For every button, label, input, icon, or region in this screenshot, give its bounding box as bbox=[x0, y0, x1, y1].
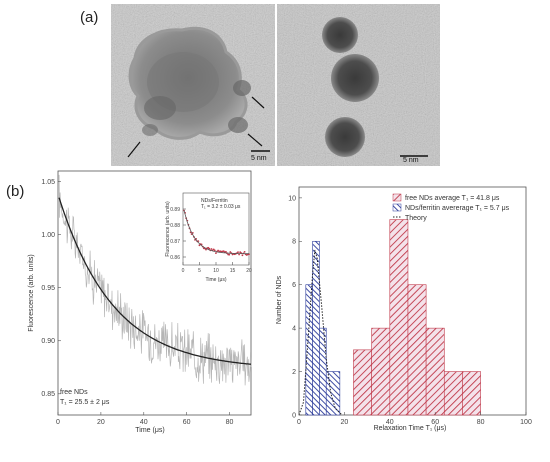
free-nds-bar bbox=[407, 284, 427, 416]
histogram-ytick-label: 8 bbox=[292, 239, 296, 246]
inset-data-point bbox=[228, 253, 231, 256]
decay-ylabel: Fluorescence (arb. units) bbox=[28, 254, 35, 331]
decay-ytick-label: 0.95 bbox=[41, 285, 55, 292]
free-nds-bar bbox=[389, 219, 409, 416]
decay-chart: 0 20 40 60 800.850.900.951.001.05 Time (μs) … bbox=[28, 170, 252, 434]
inset-data-point bbox=[222, 250, 225, 253]
histogram-xtick-label: 100 bbox=[520, 419, 532, 426]
histogram-xtick-label: 60 bbox=[431, 419, 439, 426]
histogram-ytick-label: 6 bbox=[292, 282, 296, 289]
legend-swatch-free-nds bbox=[392, 193, 402, 202]
inset-xlabel: Time (μs) bbox=[205, 277, 226, 283]
decay-annotation-line-2: T₁ = 25.5 ± 2 μs bbox=[60, 399, 110, 406]
decay-ytick-label: 0.85 bbox=[41, 391, 55, 398]
nds-ferritin-bar bbox=[325, 371, 341, 416]
decay-xtick-label: 60 bbox=[183, 419, 191, 426]
decay-fit-curve bbox=[58, 197, 252, 365]
inset-xtick-label: 5 bbox=[198, 268, 201, 274]
inset-data-point bbox=[237, 251, 239, 254]
inset-ytick-label: 0.88 bbox=[170, 223, 180, 229]
inset-title-line-2: T₁ = 3.2 ± 0.03 μs bbox=[201, 204, 241, 210]
inset-title-line-1: NDs/Ferritin bbox=[201, 198, 228, 204]
decay-xtick-label: 20 bbox=[97, 419, 105, 426]
free-nds-bar bbox=[425, 327, 445, 416]
histogram-ylabel: Number of NDs bbox=[276, 275, 283, 324]
histogram-ytick-label: 0 bbox=[292, 412, 296, 419]
ferritin-particle bbox=[144, 96, 176, 120]
nanoparticle bbox=[322, 17, 358, 53]
decay-xtick-label: 40 bbox=[140, 419, 148, 426]
tem-image-left: 5 nm bbox=[111, 4, 275, 166]
arrow-icon bbox=[127, 141, 141, 158]
ferritin-particle bbox=[233, 80, 251, 96]
inset-xtick-label: 0 bbox=[182, 268, 185, 274]
legend-swatch-nds-ferritin bbox=[392, 203, 402, 212]
arrow-icon bbox=[247, 133, 263, 147]
decay-ytick-label: 1.00 bbox=[41, 232, 55, 239]
inset-data-point bbox=[213, 249, 216, 252]
inset-ytick-label: 0.89 bbox=[170, 207, 180, 213]
inset-data-point bbox=[225, 250, 227, 253]
nanoparticle bbox=[325, 117, 365, 157]
free-nds-bar bbox=[462, 371, 481, 416]
histogram-xtick-label: 40 bbox=[386, 419, 394, 426]
histogram-xtick-label: 0 bbox=[297, 419, 301, 426]
decay-xlabel: Time (μs) bbox=[135, 427, 164, 434]
inset-ytick-label: 0.87 bbox=[170, 239, 180, 245]
panel-a-label: (a) bbox=[80, 9, 98, 26]
ferritin-particle bbox=[142, 124, 158, 136]
inset-data-point bbox=[215, 252, 217, 255]
inset-data-point bbox=[229, 251, 232, 253]
arrow-icon bbox=[251, 96, 265, 109]
tem-image-right: 5 nm bbox=[277, 4, 440, 166]
histogram-legend: free NDs average T₁ = 41.8 μs NDs/ferrit… bbox=[392, 193, 510, 222]
nanoparticle bbox=[331, 54, 379, 102]
free-nds-bar bbox=[353, 349, 372, 416]
tem-right-scalebar-label: 5 nm bbox=[403, 157, 419, 164]
legend-label-nds-ferritin: NDs/ferritin avererage T₁ = 5.7 μs bbox=[405, 205, 510, 212]
inset-xtick-label: 15 bbox=[230, 268, 236, 274]
free-nds-bar bbox=[443, 371, 463, 416]
histogram-ytick-label: 10 bbox=[288, 195, 296, 202]
inset-data-point bbox=[198, 244, 201, 247]
decay-ytick-label: 1.05 bbox=[41, 179, 55, 186]
inset-data-point bbox=[238, 253, 241, 256]
ferritin-particle bbox=[228, 117, 248, 133]
histogram-xlabel: Relaxation Time T₁ (μs) bbox=[374, 425, 447, 432]
nds-ferritin-bar bbox=[319, 327, 327, 416]
panel-b-label: (b) bbox=[6, 183, 24, 200]
theory-curve bbox=[298, 249, 343, 416]
histogram-xtick-label: 80 bbox=[477, 419, 485, 426]
decay-plot-frame bbox=[57, 170, 252, 416]
histogram-xtick-label: 20 bbox=[341, 419, 349, 426]
decay-xtick-label: 80 bbox=[226, 419, 234, 426]
decay-xtick-label: 0 bbox=[56, 419, 60, 426]
histogram-ytick-label: 2 bbox=[292, 369, 296, 376]
inset-chart: 0 5 10 15 20 0.86 0.87 0.88 0.89 NDs/Ferritin T₁… bbox=[165, 192, 252, 283]
inset-ylabel: Fluorescence (arb. units) bbox=[165, 201, 171, 257]
inset-fit-curve bbox=[183, 210, 249, 255]
inset-xtick-label: 20 bbox=[246, 268, 252, 274]
decay-ytick-label: 0.90 bbox=[41, 338, 55, 345]
histogram-chart: 0 20 40 60 80 100 0 2 4 6 8 10 Relaxation Time T₁ (… bbox=[276, 186, 532, 432]
inset-data-point bbox=[208, 247, 211, 250]
inset-data-point bbox=[205, 248, 207, 251]
inset-data-point bbox=[241, 254, 244, 257]
free-nds-bar bbox=[371, 327, 391, 416]
histogram-ytick-label: 4 bbox=[292, 326, 296, 333]
tem-left-scalebar-label: 5 nm bbox=[251, 155, 267, 162]
inset-xtick-label: 10 bbox=[213, 268, 219, 274]
inset-data-point bbox=[243, 251, 246, 253]
legend-label-free-nds: free NDs average T₁ = 41.8 μs bbox=[405, 195, 500, 202]
legend-label-theory: Theory bbox=[405, 215, 427, 222]
decay-annotation-line-1: free NDs bbox=[60, 389, 88, 396]
inset-ytick-label: 0.86 bbox=[170, 255, 180, 261]
inset-data-point bbox=[210, 248, 213, 250]
